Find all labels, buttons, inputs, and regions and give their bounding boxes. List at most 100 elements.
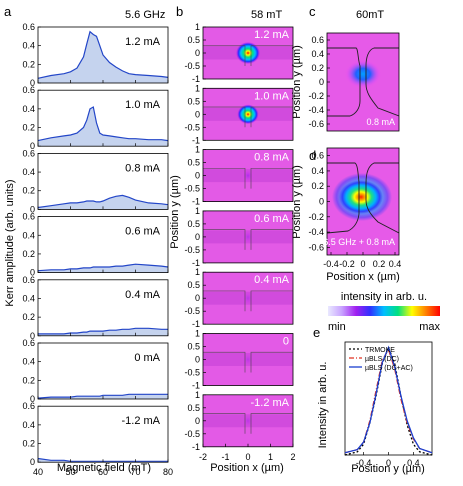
panel-c-map: 0.8 mA — [326, 32, 400, 132]
y-tick-label: 0.4 — [311, 49, 324, 59]
y-tick-label: 0.6 — [22, 401, 35, 411]
panel-letter-a: a — [4, 4, 12, 19]
y-tick-label: 0.5 — [187, 403, 200, 413]
y-tick-label: 1 — [195, 145, 200, 155]
panel-a-xlabel: Magnetic field (mT) — [57, 462, 151, 474]
y-tick-label: 0 — [30, 457, 35, 467]
series-label: 0.4 mA — [125, 289, 161, 301]
kerr-line — [37, 194, 169, 209]
y-tick-label: 0 — [30, 268, 35, 278]
panel-b-map: -1 -0.5 0 0.5 1 0.4 mA — [184, 267, 294, 329]
waveguide-outline — [203, 229, 293, 250]
spin-wave-spot — [242, 290, 254, 307]
panel-b-map: -1 -0.5 0 0.5 1 0.8 mA — [184, 145, 294, 207]
y-tick-label: 0.5 — [187, 219, 200, 229]
y-tick-label: -1 — [192, 74, 200, 84]
series-label: 1.2 mA — [125, 36, 161, 48]
panel-b-ylabel: Position y (µm) — [169, 175, 181, 249]
y-tick-label: -0.5 — [184, 306, 200, 316]
panel-c-header: 60mT — [356, 9, 384, 21]
panel-c-yticks: -0.6 -0.4 -0.2 0 0.2 0.4 0.6 — [308, 35, 330, 129]
y-tick-label: 0.4 — [22, 293, 35, 303]
y-tick-label: -1 — [192, 442, 200, 452]
y-tick-label: -0.5 — [184, 245, 200, 255]
panel-e-plot: -0.4 0 0.4 TRMOKE µBLS (DC) µBLS (DC+AC) — [344, 341, 433, 468]
y-tick-label: 1 — [195, 329, 200, 339]
y-tick-label: 0.4 — [22, 104, 35, 114]
spin-wave-spot — [242, 228, 254, 245]
y-tick-label: -0.5 — [184, 368, 200, 378]
panel-c-waveguide-outline — [327, 47, 399, 117]
series-label: 1.0 mA — [125, 99, 161, 111]
colorbar — [328, 306, 440, 316]
x-tick-label: -2 — [199, 452, 207, 462]
panel-a-subplot: 0 0.2 0.4 0.6 0.8 mA — [22, 148, 169, 214]
panel-b-stack: -1 -0.5 0 0.5 1 1.2 mA -1 -0.5 0 0.5 1 1.0 mA -1 -0.5… — [184, 22, 295, 462]
y-tick-label: -0.4 — [308, 227, 324, 237]
map-label: 1.2 mA — [254, 29, 290, 41]
panel-d-ylabel: Position y (µm) — [291, 165, 303, 239]
panel-d-xlabel: Position x (µm) — [326, 271, 400, 283]
panel-b-map: -1 -0.5 0 0.5 1 0.6 mA — [184, 206, 294, 268]
y-tick-label: 0 — [319, 197, 324, 207]
y-tick-label: 0.6 — [22, 148, 35, 158]
y-tick-label: -0.2 — [308, 91, 324, 101]
y-tick-label: 0.4 — [22, 230, 35, 240]
y-tick-label: 0.2 — [22, 249, 35, 259]
y-tick-label: 0 — [195, 416, 200, 426]
y-tick-label: 0 — [30, 394, 35, 404]
spin-wave-spot — [242, 167, 254, 184]
kerr-area — [38, 195, 168, 210]
y-tick-label: 0.5 — [187, 35, 200, 45]
y-tick-label: 0.5 — [187, 158, 200, 168]
kerr-area — [38, 31, 168, 83]
kerr-line — [37, 457, 168, 462]
y-tick-label: 0.6 — [22, 275, 35, 285]
y-tick-label: 0.5 — [187, 96, 200, 106]
y-tick-label: 1 — [195, 206, 200, 216]
x-tick-label: 2 — [290, 452, 295, 462]
y-tick-label: -0.5 — [184, 61, 200, 71]
panel-letter-e: e — [313, 325, 320, 340]
y-tick-label: 0 — [195, 48, 200, 58]
kerr-line — [37, 393, 168, 399]
x-tick-label: 0.4 — [389, 259, 402, 269]
panel-d-map: 6.5 GHz + 0.8 mA — [323, 147, 400, 256]
y-tick-label: 0.4 — [22, 357, 35, 367]
x-tick-label: 0 — [245, 452, 250, 462]
y-tick-label: 0.2 — [22, 186, 35, 196]
y-tick-label: 0 — [195, 232, 200, 242]
x-tick-label: 50 — [65, 467, 75, 477]
waveguide-outline — [203, 290, 293, 312]
kerr-area — [38, 107, 168, 147]
y-tick-label: 0.6 — [22, 212, 35, 222]
y-tick-label: 1 — [195, 83, 200, 93]
y-tick-label: 0 — [195, 355, 200, 365]
y-tick-label: 0.6 — [22, 85, 35, 95]
x-tick-label: 80 — [163, 467, 173, 477]
panel-b-map: -1 -0.5 0 0.5 1 1.2 mA — [184, 22, 294, 84]
x-tick-label: 40 — [33, 467, 43, 477]
kerr-line — [38, 327, 168, 335]
map-label: 0.8 mA — [254, 152, 290, 164]
y-tick-label: 0.2 — [22, 59, 35, 69]
x-tick-label: -0.4 — [323, 259, 339, 269]
panel-d-spot — [339, 180, 383, 214]
y-tick-label: 0 — [30, 204, 35, 214]
y-tick-label: -1 — [192, 381, 200, 391]
map-label: 0 — [283, 336, 289, 348]
y-tick-label: 1 — [195, 267, 200, 277]
waveguide-outline — [203, 106, 293, 128]
x-tick-label: -0.2 — [339, 259, 355, 269]
panel-a-subplot: 0 0.2 0.4 0.6 1.2 mA — [22, 22, 169, 88]
profile-line — [344, 345, 433, 454]
y-tick-label: -1 — [192, 135, 200, 145]
y-tick-label: 0.2 — [22, 123, 35, 133]
panel-b-header: 58 mT — [251, 9, 282, 21]
waveguide-outline — [203, 413, 293, 434]
y-tick-label: -1 — [192, 258, 200, 268]
panel-b-map: -1 -0.5 0 0.5 1 1.0 mA — [184, 83, 294, 145]
panel-c-annotation: 0.8 mA — [366, 117, 395, 127]
panel-e-xlabel: Position y (µm) — [351, 463, 425, 475]
